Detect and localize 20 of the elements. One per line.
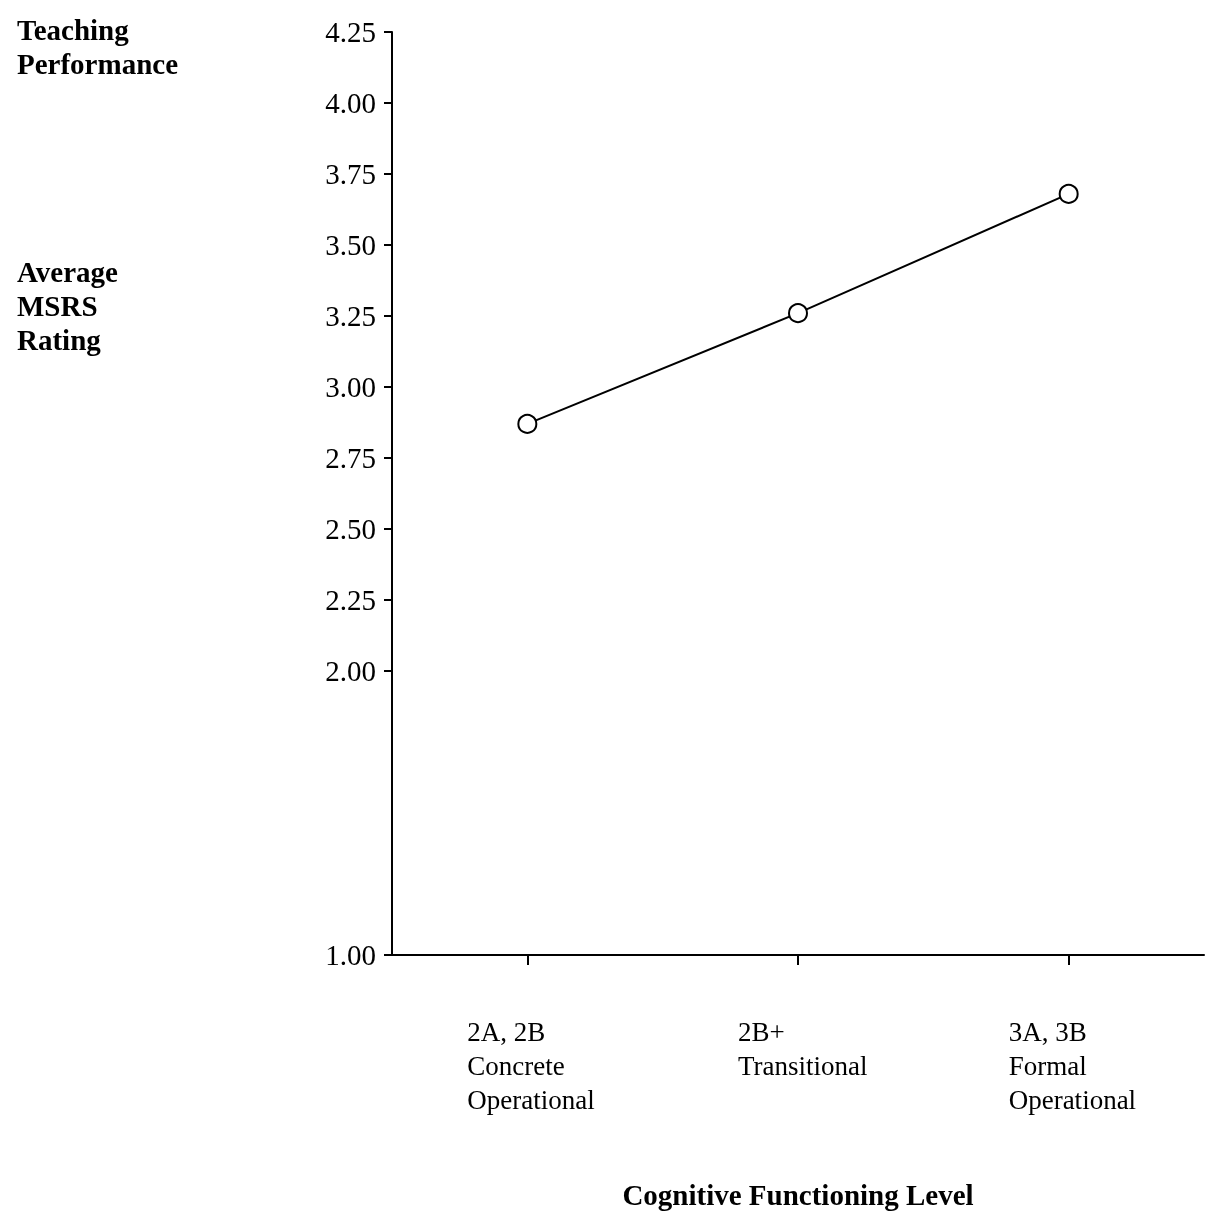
point bbox=[1058, 183, 1079, 204]
x-tick-label: 2A, 2B Concrete Operational bbox=[467, 1017, 595, 1115]
point bbox=[788, 303, 808, 324]
y-tick-label: 1.00 bbox=[325, 939, 376, 971]
y-tick-label: 3.00 bbox=[325, 371, 376, 403]
y-tick-label: 2.50 bbox=[325, 513, 376, 545]
point bbox=[517, 413, 538, 434]
y-tick-label: 2.75 bbox=[325, 442, 376, 474]
y-tick-label: 3.50 bbox=[325, 229, 376, 261]
y-tick-label: 4.25 bbox=[325, 16, 376, 48]
y-tick-label: 3.75 bbox=[325, 158, 376, 190]
text: Average MSRS Rating bbox=[17, 256, 126, 356]
x-tick-label: 2B+ Transitional bbox=[738, 1017, 868, 1081]
x-tick-label: 3A, 3B Formal Operational bbox=[1008, 1017, 1137, 1115]
y-tick-label: 4.00 bbox=[325, 87, 376, 119]
y-tick-label: 2.25 bbox=[325, 584, 376, 616]
y-tick-label: 3.25 bbox=[325, 300, 376, 332]
y-tick-label: 2.00 bbox=[325, 655, 376, 687]
x-axis-title: Cognitive Functioning Level bbox=[622, 1178, 974, 1211]
text: Teaching Performance bbox=[17, 14, 179, 80]
